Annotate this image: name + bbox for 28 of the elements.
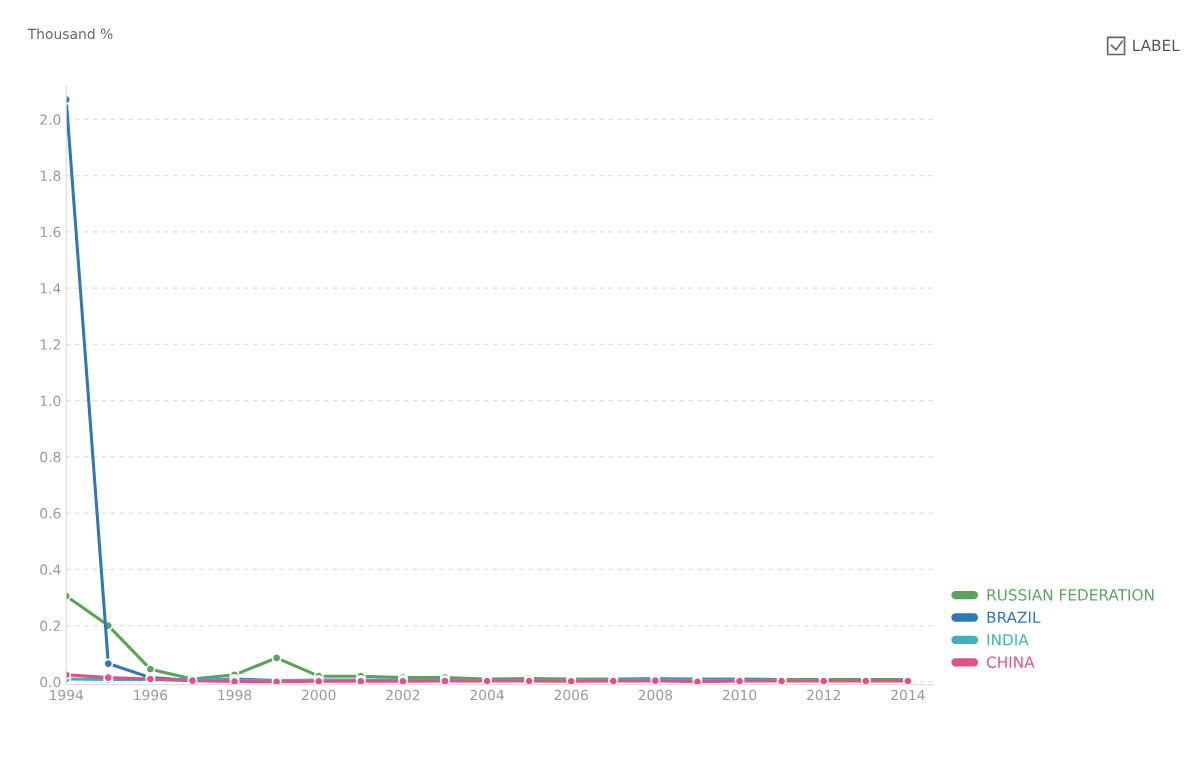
text: LABEL — [1133, 39, 1180, 51]
x-tick-label: 1998 — [218, 689, 252, 701]
x-tick-label: 2004 — [470, 689, 504, 701]
y-tick-label: 1.8 — [40, 170, 61, 182]
y-axis-title: Thousand % — [27, 28, 113, 40]
legend-label: INDIA — [987, 634, 1029, 646]
x-tick-label: 2010 — [722, 689, 757, 701]
x-tick-label: 1996 — [134, 689, 168, 701]
legend-label: RUSSIAN FEDERATION — [987, 589, 1154, 601]
x-tick-label: 2002 — [386, 689, 420, 701]
y-tick-label: 1.0 — [40, 395, 61, 407]
x-tick-label: 2000 — [302, 689, 336, 701]
x-tick-label: 2006 — [554, 689, 588, 701]
x-tick-label: 2014 — [891, 689, 925, 701]
y-tick-label: 1.4 — [40, 283, 61, 294]
x-tick-label: 1994 — [50, 689, 84, 701]
y-tick-label: 0.2 — [40, 620, 60, 632]
legend-label: CHINA — [986, 656, 1035, 668]
x-tick-label: 2008 — [638, 689, 673, 701]
y-tick-label: 2.0 — [40, 114, 61, 125]
legend-label: BRAZIL — [987, 611, 1041, 623]
y-tick-label: 1.6 — [40, 226, 61, 238]
y-tick-label: 0.4 — [40, 564, 61, 575]
y-tick-label: 1.2 — [40, 339, 60, 350]
y-tick-label: 0.6 — [40, 508, 61, 519]
x-tick-label: 2012 — [807, 689, 840, 701]
y-tick-label: 0.0 — [40, 676, 61, 688]
y-tick-label: 0.8 — [40, 451, 61, 463]
